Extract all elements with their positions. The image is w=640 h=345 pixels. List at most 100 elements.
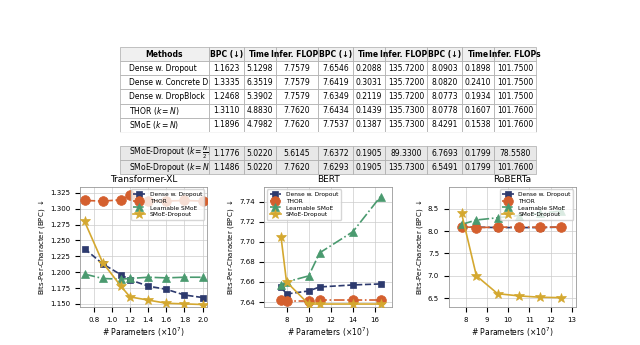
THOR: [144, 199, 152, 203]
Learnable SMoE: [377, 195, 385, 199]
THOR: [536, 225, 544, 229]
Learnable SMoE: [349, 230, 356, 234]
Dense w. Dropout: [557, 225, 565, 229]
Line: Learnable SMoE: Learnable SMoE: [81, 270, 207, 283]
THOR: [117, 198, 125, 202]
SMoE-Dropout: [316, 302, 324, 306]
SMoE-Dropout: [126, 295, 134, 299]
SMoE-Dropout: [99, 260, 106, 265]
SMoE-Dropout: [277, 235, 285, 239]
Y-axis label: Bits-Per-Character (BPC) $\downarrow$: Bits-Per-Character (BPC) $\downarrow$: [225, 199, 236, 295]
SMoE-Dropout: [536, 295, 544, 299]
Dense w. Dropout: [493, 226, 501, 230]
Learnable SMoE: [557, 209, 565, 213]
Learnable SMoE: [472, 218, 480, 222]
THOR: [349, 298, 356, 302]
Dense w. Dropout: [180, 293, 188, 297]
Dense w. Dropout: [536, 226, 544, 230]
Dense w. Dropout: [144, 284, 152, 288]
Learnable SMoE: [126, 276, 134, 280]
Title: Transformer-XL: Transformer-XL: [110, 175, 177, 184]
Learnable SMoE: [536, 211, 544, 215]
Line: Dense w. Dropout: Dense w. Dropout: [278, 280, 384, 297]
THOR: [277, 298, 285, 302]
Learnable SMoE: [81, 272, 88, 276]
Title: RoBERTa: RoBERTa: [493, 175, 531, 184]
THOR: [557, 225, 565, 229]
Learnable SMoE: [99, 276, 106, 280]
Legend: Dense w. Dropout, THOR, Learnable SMoE, SMoE-Dropout: Dense w. Dropout, THOR, Learnable SMoE, …: [500, 189, 573, 220]
Line: Dense w. Dropout: Dense w. Dropout: [458, 224, 564, 231]
Learnable SMoE: [180, 275, 188, 279]
SMoE-Dropout: [458, 211, 465, 215]
SMoE-Dropout: [117, 284, 125, 288]
Line: Learnable SMoE: Learnable SMoE: [458, 207, 565, 229]
THOR: [99, 199, 106, 203]
Dense w. Dropout: [305, 289, 312, 293]
SMoE-Dropout: [493, 292, 501, 296]
THOR: [180, 198, 188, 203]
Learnable SMoE: [277, 283, 285, 287]
THOR: [515, 225, 523, 229]
Dense w. Dropout: [316, 285, 324, 289]
Dense w. Dropout: [458, 225, 465, 229]
Dense w. Dropout: [117, 273, 125, 277]
Learnable SMoE: [199, 275, 207, 279]
Line: SMoE-Dropout: SMoE-Dropout: [80, 217, 207, 309]
THOR: [316, 298, 324, 302]
Dense w. Dropout: [126, 278, 134, 282]
SMoE-Dropout: [557, 296, 565, 300]
Learnable SMoE: [144, 275, 152, 279]
Title: BERT: BERT: [317, 175, 339, 184]
Dense w. Dropout: [163, 287, 170, 292]
Line: SMoE-Dropout: SMoE-Dropout: [276, 232, 385, 309]
Dense w. Dropout: [283, 292, 291, 296]
THOR: [377, 298, 385, 302]
X-axis label: # Parameters ($\times 10^7$): # Parameters ($\times 10^7$): [287, 326, 369, 339]
SMoE-Dropout: [81, 219, 88, 224]
Line: Dense w. Dropout: Dense w. Dropout: [81, 245, 206, 301]
Dense w. Dropout: [99, 262, 106, 266]
SMoE-Dropout: [144, 298, 152, 302]
SMoE-Dropout: [180, 302, 188, 306]
Line: SMoE-Dropout: SMoE-Dropout: [457, 208, 566, 303]
THOR: [81, 198, 88, 203]
Line: THOR: THOR: [457, 222, 566, 233]
Y-axis label: Bits-Per-Character (BPC) $\downarrow$: Bits-Per-Character (BPC) $\downarrow$: [414, 199, 425, 295]
Dense w. Dropout: [277, 285, 285, 289]
Learnable SMoE: [305, 274, 312, 278]
Dense w. Dropout: [349, 283, 356, 287]
THOR: [126, 193, 134, 197]
Dense w. Dropout: [199, 295, 207, 299]
Y-axis label: Bits-Per-Character (BPC) $\downarrow$: Bits-Per-Character (BPC) $\downarrow$: [36, 199, 47, 295]
Learnable SMoE: [458, 223, 465, 227]
Dense w. Dropout: [81, 247, 88, 251]
Line: Learnable SMoE: Learnable SMoE: [277, 193, 385, 289]
Learnable SMoE: [316, 251, 324, 255]
Learnable SMoE: [493, 216, 501, 220]
THOR: [472, 226, 480, 230]
Legend: Dense w. Dropout, THOR, Learnable SMoE, SMoE-Dropout: Dense w. Dropout, THOR, Learnable SMoE, …: [131, 189, 204, 220]
THOR: [458, 225, 465, 229]
SMoE-Dropout: [472, 274, 480, 278]
SMoE-Dropout: [163, 301, 170, 305]
Line: THOR: THOR: [276, 295, 385, 306]
Dense w. Dropout: [472, 225, 480, 229]
Learnable SMoE: [163, 276, 170, 280]
THOR: [163, 199, 170, 203]
Dense w. Dropout: [515, 226, 523, 230]
Learnable SMoE: [283, 280, 291, 284]
Line: THOR: THOR: [80, 190, 207, 206]
X-axis label: # Parameters ($\times 10^7$): # Parameters ($\times 10^7$): [471, 326, 554, 339]
SMoE-Dropout: [283, 280, 291, 284]
THOR: [199, 199, 207, 203]
SMoE-Dropout: [515, 294, 523, 298]
SMoE-Dropout: [349, 302, 356, 306]
Learnable SMoE: [117, 277, 125, 281]
THOR: [493, 225, 501, 229]
SMoE-Dropout: [377, 302, 385, 306]
SMoE-Dropout: [305, 302, 312, 306]
Legend: Dense w. Dropout, THOR, Learnable SMoE, SMoE-Dropout: Dense w. Dropout, THOR, Learnable SMoE, …: [268, 189, 340, 220]
Learnable SMoE: [515, 214, 523, 218]
X-axis label: # Parameters ($\times 10^7$): # Parameters ($\times 10^7$): [102, 326, 185, 339]
